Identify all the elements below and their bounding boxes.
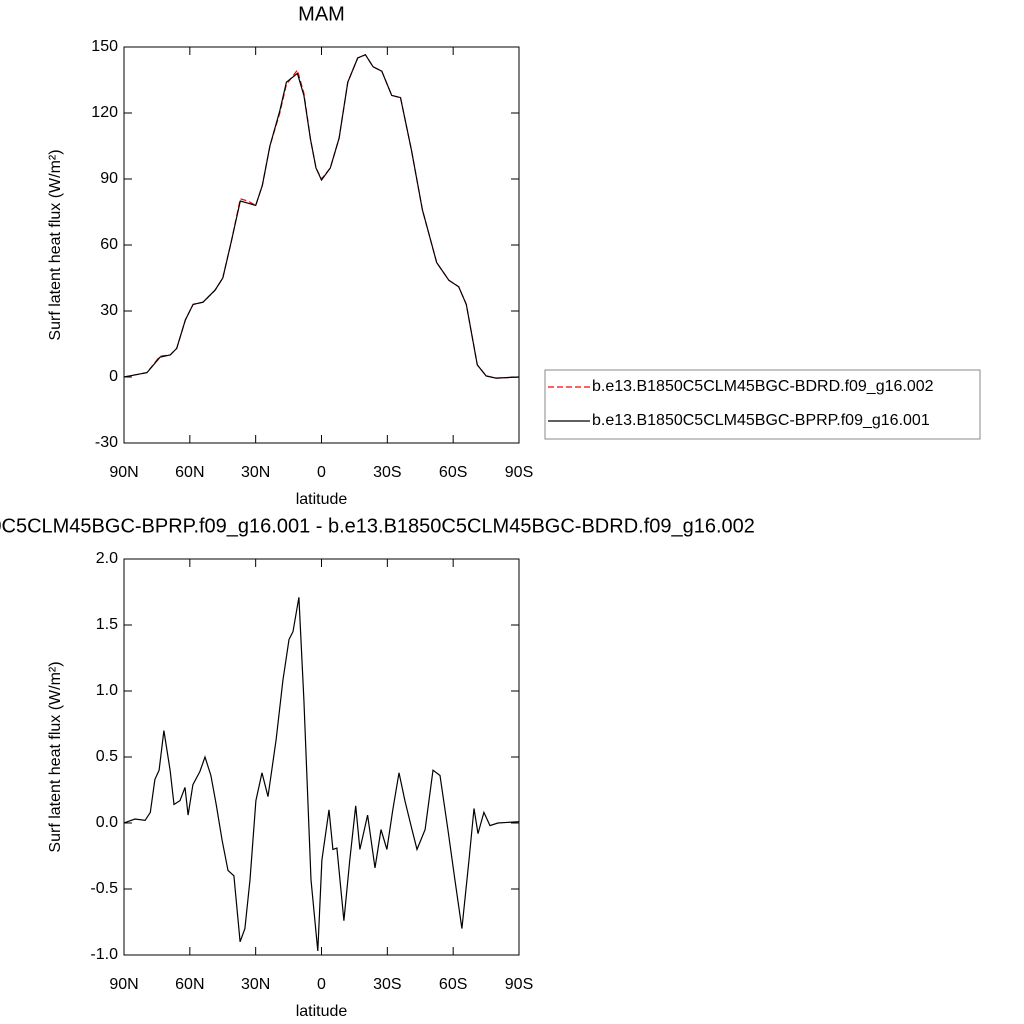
x-tick-label: 30N xyxy=(241,464,270,481)
legend-box xyxy=(544,369,981,440)
legend-label: b.e13.B1850C5CLM45BGC-BPRP.f09_g16.001 xyxy=(592,412,930,429)
x-tick-label: 30S xyxy=(373,464,401,481)
chart-title: b.e13.B1850C5CLM45BGC-BPRP.f09_g16.001 -… xyxy=(0,515,755,537)
x-tick-label: 90N xyxy=(109,976,138,993)
data-line xyxy=(123,53,520,379)
y-axis-label: Surf latent heat flux (W/m²) xyxy=(47,149,64,340)
y-tick-label: 0.0 xyxy=(96,814,118,831)
data-line xyxy=(123,53,520,379)
y-tick-label: 90 xyxy=(100,170,118,187)
x-tick-label: 90S xyxy=(505,976,533,993)
x-axis-label: latitude xyxy=(296,1003,348,1020)
y-tick-label: 30 xyxy=(100,302,118,319)
y-tick-label: -30 xyxy=(95,434,118,451)
data-line xyxy=(123,597,520,952)
y-axis-label: Surf latent heat flux (W/m²) xyxy=(47,661,64,852)
chart-title: MAM xyxy=(298,3,345,25)
legend-label: b.e13.B1850C5CLM45BGC-BDRD.f09_g16.002 xyxy=(592,378,934,395)
x-tick-label: 30N xyxy=(241,976,270,993)
y-tick-label: 150 xyxy=(91,38,118,55)
y-tick-label: 0.5 xyxy=(96,748,118,765)
y-tick-label: 2.0 xyxy=(96,550,118,567)
y-tick-label: -0.5 xyxy=(90,880,118,897)
x-tick-label: 0 xyxy=(317,464,326,481)
y-tick-label: 1.0 xyxy=(96,682,118,699)
x-tick-label: 90S xyxy=(505,464,533,481)
y-tick-label: 60 xyxy=(100,236,118,253)
y-tick-label: 120 xyxy=(91,104,118,121)
x-axis-label: latitude xyxy=(296,491,348,508)
x-tick-label: 60S xyxy=(439,464,467,481)
y-tick-label: 0 xyxy=(109,368,118,385)
x-tick-label: 90N xyxy=(109,464,138,481)
x-tick-label: 0 xyxy=(317,976,326,993)
plot-frame xyxy=(123,558,520,956)
x-tick-label: 60S xyxy=(439,976,467,993)
x-tick-label: 60N xyxy=(175,464,204,481)
y-tick-label: -1.0 xyxy=(90,946,118,963)
x-tick-label: 30S xyxy=(373,976,401,993)
y-tick-label: 1.5 xyxy=(96,616,118,633)
plot-frame xyxy=(123,46,520,444)
x-tick-label: 60N xyxy=(175,976,204,993)
